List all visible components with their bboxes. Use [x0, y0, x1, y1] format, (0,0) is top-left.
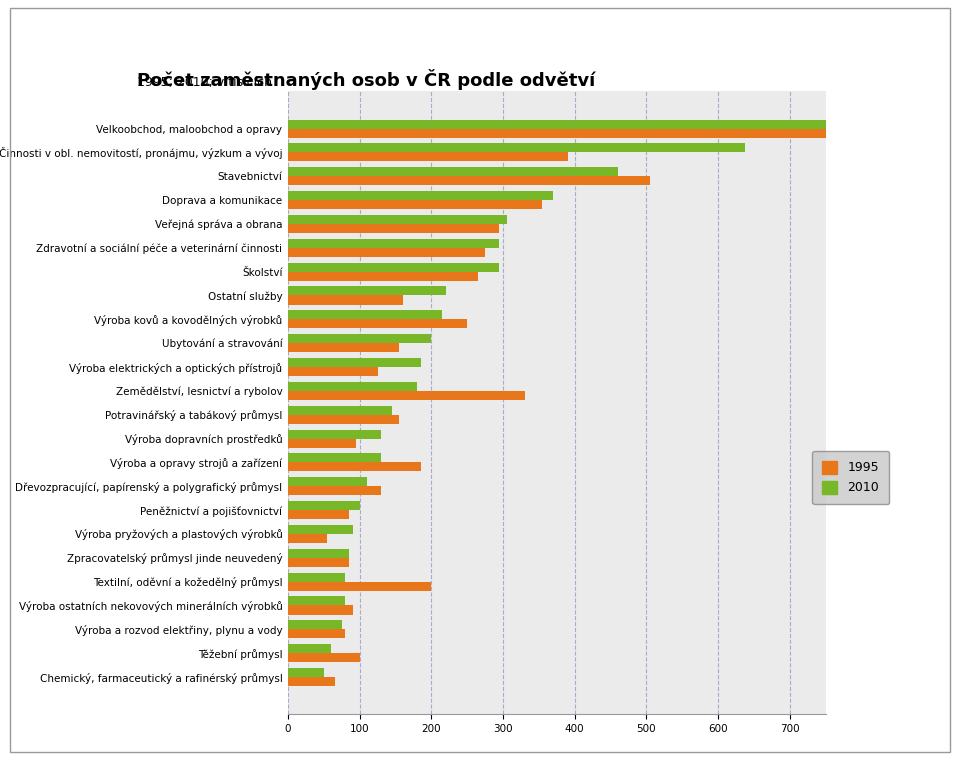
- Bar: [288, 334, 431, 344]
- Bar: [288, 224, 499, 233]
- Bar: [288, 572, 346, 581]
- Bar: [288, 510, 348, 519]
- Bar: [288, 287, 445, 296]
- Bar: [288, 153, 567, 161]
- Bar: [288, 558, 348, 567]
- Bar: [288, 391, 524, 400]
- Bar: [288, 248, 485, 257]
- Bar: [288, 668, 324, 677]
- Bar: [288, 606, 352, 615]
- Bar: [288, 597, 346, 606]
- Bar: [288, 415, 399, 424]
- Bar: [288, 119, 827, 128]
- Legend: 1995, 2010: 1995, 2010: [812, 451, 889, 505]
- Bar: [288, 191, 553, 200]
- Bar: [288, 144, 745, 153]
- Bar: [288, 501, 360, 510]
- Bar: [288, 677, 335, 686]
- Bar: [288, 549, 348, 558]
- Bar: [288, 525, 352, 534]
- Bar: [288, 439, 356, 448]
- Bar: [288, 263, 499, 271]
- Bar: [288, 629, 346, 638]
- Text: Počet zaměstnaných osob v ČR podle odvětví: Počet zaměstnaných osob v ČR podle odvět…: [137, 68, 596, 90]
- Bar: [288, 344, 399, 352]
- Bar: [288, 454, 381, 462]
- Bar: [288, 406, 392, 415]
- Bar: [288, 581, 431, 591]
- Bar: [288, 644, 331, 653]
- Bar: [288, 271, 478, 280]
- Bar: [288, 653, 360, 662]
- Bar: [288, 382, 417, 391]
- Bar: [288, 239, 499, 248]
- Bar: [288, 167, 618, 176]
- Bar: [288, 358, 420, 367]
- Bar: [288, 296, 402, 305]
- Bar: [288, 620, 342, 629]
- Text: 1995; 2010; v tisících: 1995; 2010; v tisících: [137, 76, 273, 89]
- Bar: [288, 176, 650, 185]
- Bar: [288, 310, 443, 319]
- Bar: [288, 367, 377, 376]
- Bar: [288, 462, 420, 471]
- Bar: [288, 429, 381, 439]
- Bar: [288, 486, 381, 496]
- Bar: [288, 534, 327, 543]
- Bar: [288, 200, 542, 209]
- Bar: [288, 215, 507, 224]
- Bar: [288, 319, 468, 328]
- Bar: [288, 477, 367, 486]
- Bar: [288, 128, 826, 138]
